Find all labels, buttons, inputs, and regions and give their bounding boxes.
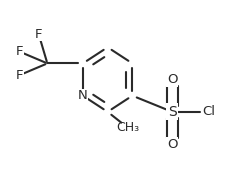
Text: CH₃: CH₃ — [116, 121, 139, 135]
Text: Cl: Cl — [201, 105, 214, 118]
Text: F: F — [16, 45, 23, 58]
Text: O: O — [166, 73, 177, 86]
Text: O: O — [166, 138, 177, 151]
Text: S: S — [167, 105, 176, 119]
Text: F: F — [16, 69, 23, 82]
Text: F: F — [35, 28, 42, 41]
Text: N: N — [78, 89, 87, 102]
